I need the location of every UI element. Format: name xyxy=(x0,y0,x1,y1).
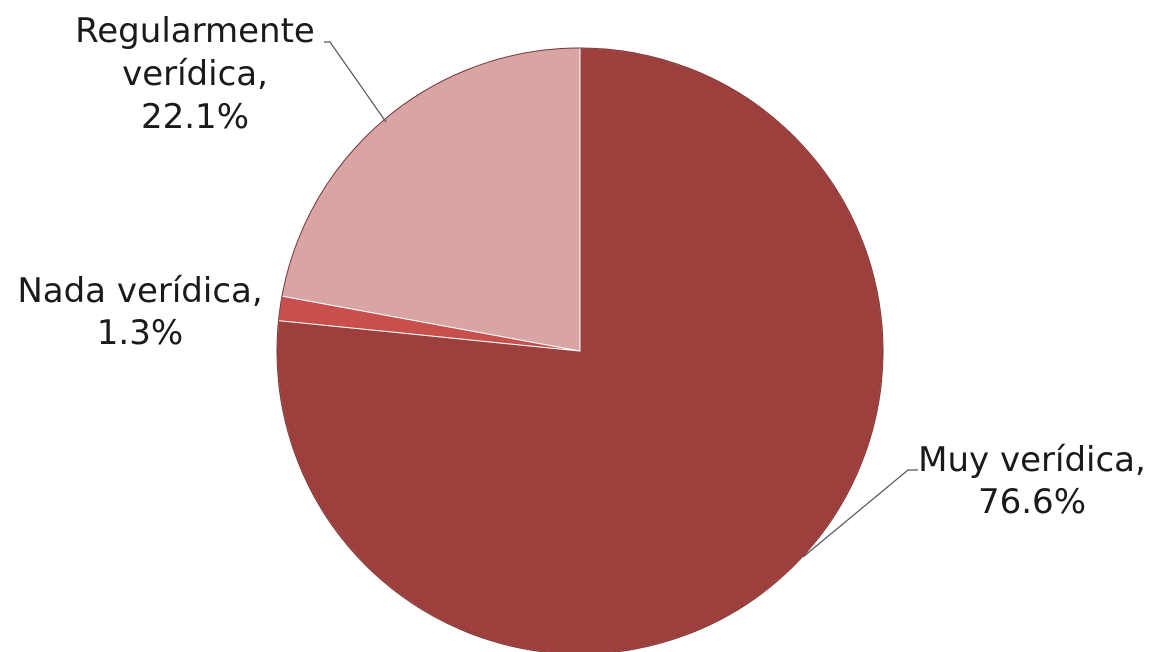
pie-slices xyxy=(276,47,884,652)
slice-label: Regularmente verídica, 22.1% xyxy=(75,11,315,137)
slice-labels: Muy verídica, 76.6% Nada verídica, 1.3% Regu… xyxy=(17,11,1146,558)
slice-label-line: verídica, xyxy=(122,54,268,94)
slice-label-line: 76.6% xyxy=(978,482,1086,522)
slice-label: Muy verídica, 76.6% xyxy=(918,440,1146,522)
slice-label-line: Regularmente xyxy=(75,11,315,51)
leader-line xyxy=(802,469,918,558)
slice-label-line: Nada verídica, xyxy=(17,271,262,311)
slice-label: Nada verídica, 1.3% xyxy=(17,271,262,353)
slice-label-line: Muy verídica, xyxy=(918,440,1146,480)
slice-label-line: 22.1% xyxy=(141,97,249,137)
slice-label-line: 1.3% xyxy=(97,313,183,353)
leader-line xyxy=(324,41,387,123)
pie-outline xyxy=(276,47,884,652)
